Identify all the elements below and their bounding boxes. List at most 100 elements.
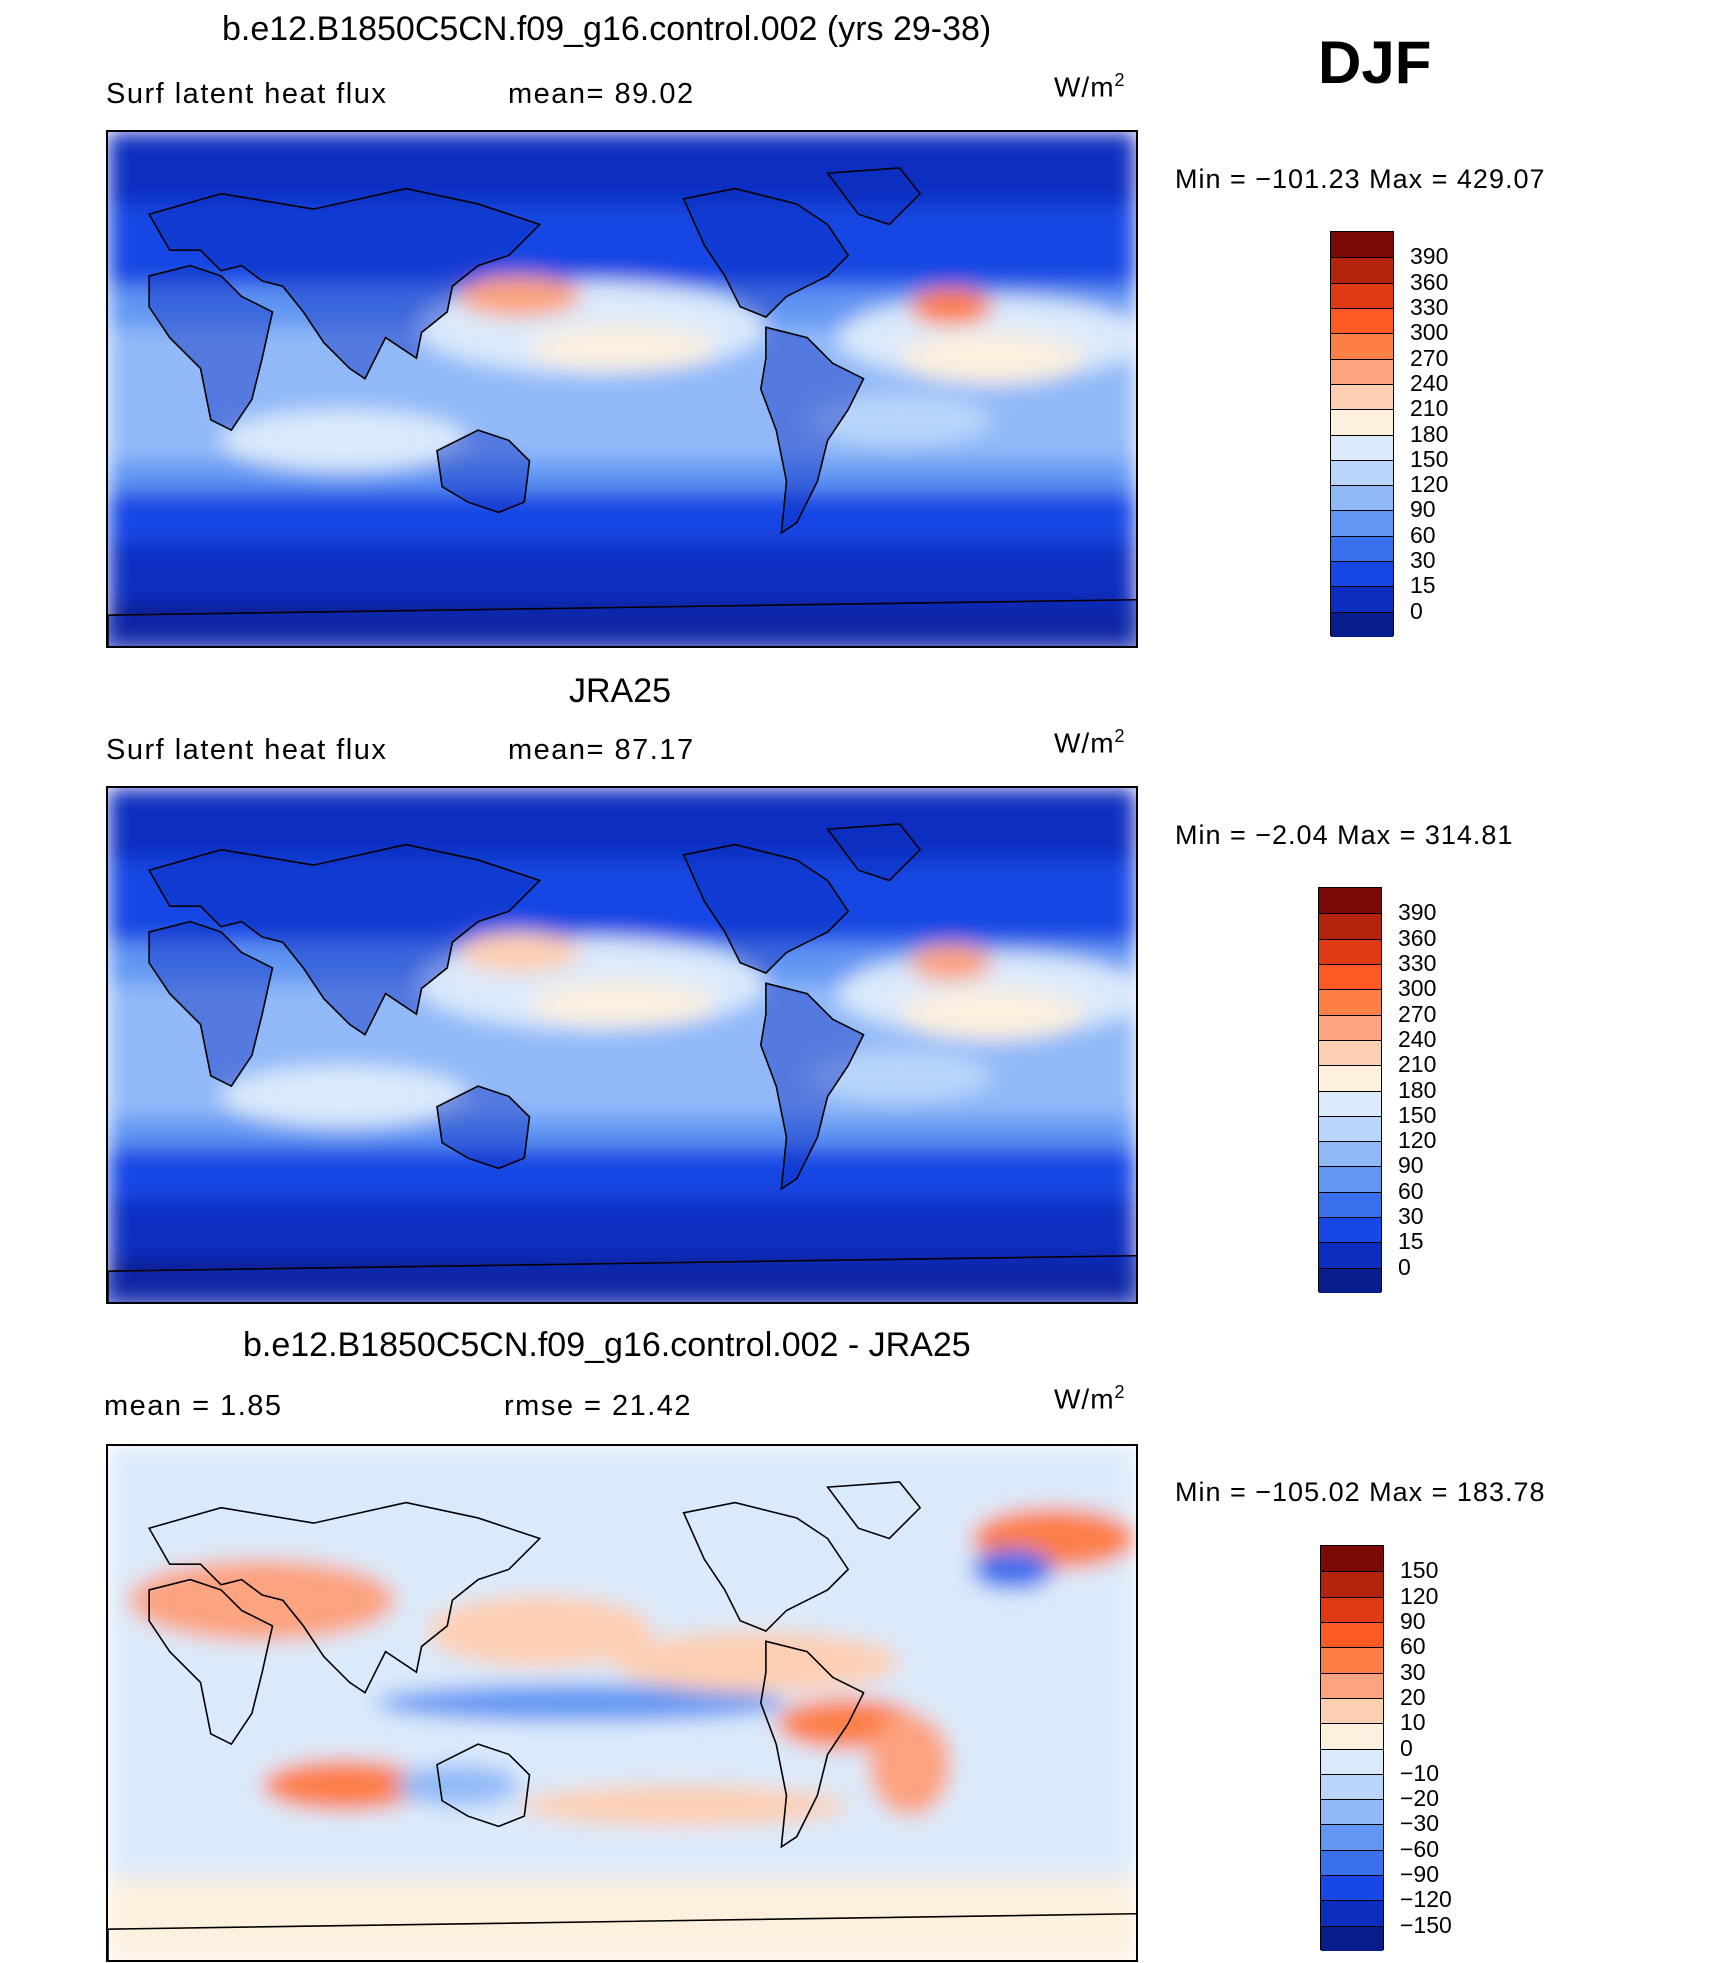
coastline <box>108 1914 1136 1960</box>
colorbar <box>1320 1545 1384 1951</box>
colorbar-tick-label: 60 <box>1410 521 1436 548</box>
coastline <box>149 1503 540 1693</box>
colorbar-tick-label: 0 <box>1400 1734 1413 1761</box>
colorbar-swatch <box>1321 1748 1383 1774</box>
coastline <box>828 824 921 881</box>
panel-title: JRA25 <box>569 672 672 710</box>
colorbar-swatch <box>1319 1090 1381 1116</box>
coastline <box>684 845 848 974</box>
map-plot <box>106 1444 1138 1962</box>
colorbar-tick-label: 120 <box>1400 1582 1439 1609</box>
min-max-label: Min = −105.02 Max = 183.78 <box>1175 1477 1546 1507</box>
colorbar-tick-label: 210 <box>1410 395 1449 422</box>
colorbar-swatch <box>1331 358 1393 384</box>
colorbar-swatch <box>1331 485 1393 511</box>
min-max-label: Min = −2.04 Max = 314.81 <box>1175 820 1514 850</box>
colorbar-tick-label: 120 <box>1398 1127 1437 1154</box>
colorbar-swatch <box>1331 586 1393 612</box>
map-field <box>108 1446 1136 1960</box>
colorbar-swatch <box>1321 1672 1383 1698</box>
colorbar-swatch <box>1321 1596 1383 1622</box>
colorbar-tick-label: 180 <box>1398 1076 1437 1103</box>
coastline <box>761 327 864 533</box>
colorbar-tick-label: 210 <box>1398 1051 1437 1078</box>
colorbar-tick-label: −30 <box>1400 1810 1440 1837</box>
coastline <box>437 1744 530 1826</box>
colorbar-tick-label: 330 <box>1410 293 1449 320</box>
coastlines <box>108 168 1136 646</box>
colorbar-tick-label: −10 <box>1400 1759 1440 1786</box>
colorbar-swatch <box>1319 1242 1381 1268</box>
colorbar-tick-label: −150 <box>1400 1911 1452 1938</box>
map-plot <box>106 130 1138 648</box>
colorbar-swatch <box>1321 1773 1383 1800</box>
coastline <box>149 922 272 1086</box>
coastlines <box>108 824 1136 1302</box>
colorbar-tick-label: 90 <box>1400 1607 1426 1634</box>
units-label: W/m2 <box>1054 1382 1126 1415</box>
colorbar-swatch <box>1321 1799 1383 1825</box>
coastline <box>684 189 848 317</box>
colorbar-tick-label: 10 <box>1400 1709 1426 1736</box>
colorbar-tick-label: 30 <box>1400 1658 1426 1685</box>
colorbar-swatch <box>1319 913 1381 939</box>
colorbar-tick-label: 15 <box>1398 1228 1424 1255</box>
colorbar-swatch <box>1331 535 1393 562</box>
coastline <box>761 983 864 1189</box>
colorbar-swatch <box>1319 989 1381 1015</box>
colorbar-swatch <box>1321 1697 1383 1724</box>
colorbar-tick-label: 60 <box>1398 1177 1424 1204</box>
colorbar-swatch <box>1321 1925 1383 1951</box>
coastline <box>149 189 540 379</box>
colorbar-tick-label: 300 <box>1398 975 1437 1002</box>
colorbar-tick-label: 0 <box>1398 1253 1411 1280</box>
colorbar-swatch <box>1331 561 1393 587</box>
colorbar-swatch <box>1319 888 1381 914</box>
colorbar-tick-label: 390 <box>1410 243 1449 270</box>
colorbar-tick-label: 150 <box>1410 445 1449 472</box>
colorbar-tick-label: −60 <box>1400 1835 1440 1862</box>
colorbar-tick-label: 180 <box>1410 420 1449 447</box>
map-field <box>108 788 1136 1302</box>
units-label: W/m2 <box>1054 726 1126 759</box>
colorbar <box>1330 231 1394 637</box>
colorbar-swatch <box>1321 1875 1383 1901</box>
coastline <box>149 1580 272 1744</box>
mean-label: mean= 89.02 <box>508 78 695 110</box>
colorbar-swatch <box>1319 1014 1381 1040</box>
colorbar-swatch <box>1331 257 1393 283</box>
colorbar-swatch <box>1331 434 1393 460</box>
coastline <box>761 1641 864 1847</box>
coastline <box>684 1503 848 1632</box>
colorbar-tick-label: 360 <box>1410 268 1449 295</box>
colorbar-tick-label: 15 <box>1410 572 1436 599</box>
colorbar-swatch <box>1321 1647 1383 1673</box>
colorbar-tick-label: 240 <box>1398 1025 1437 1052</box>
mean-label: mean = 1.85 <box>104 1390 283 1422</box>
map-field <box>108 132 1136 646</box>
colorbar-tick-label: 0 <box>1410 597 1423 624</box>
variable-label: Surf latent heat flux <box>106 78 388 110</box>
mean-label: mean= 87.17 <box>508 734 695 766</box>
colorbar-swatch <box>1321 1621 1383 1648</box>
coastline <box>108 600 1136 646</box>
colorbar-swatch <box>1319 938 1381 964</box>
rmse-label: rmse = 21.42 <box>504 1390 693 1422</box>
colorbar-swatch <box>1321 1824 1383 1850</box>
colorbar-swatch <box>1319 963 1381 990</box>
colorbar-swatch <box>1319 1141 1381 1167</box>
coastline <box>437 430 530 512</box>
colorbar-swatch <box>1319 1065 1381 1091</box>
colorbar-swatch <box>1321 1546 1383 1572</box>
colorbar-tick-label: 120 <box>1410 471 1449 498</box>
colorbar-tick-label: 150 <box>1398 1101 1437 1128</box>
colorbar-swatch <box>1331 307 1393 334</box>
colorbar-swatch <box>1331 459 1393 486</box>
season-label: DJF <box>1318 29 1432 96</box>
colorbar-swatch <box>1319 1191 1381 1218</box>
colorbar-swatch <box>1331 510 1393 536</box>
colorbar-swatch <box>1319 1039 1381 1066</box>
colorbar-tick-label: 30 <box>1398 1203 1424 1230</box>
coastline <box>149 266 272 430</box>
colorbar-swatch <box>1319 1267 1381 1293</box>
